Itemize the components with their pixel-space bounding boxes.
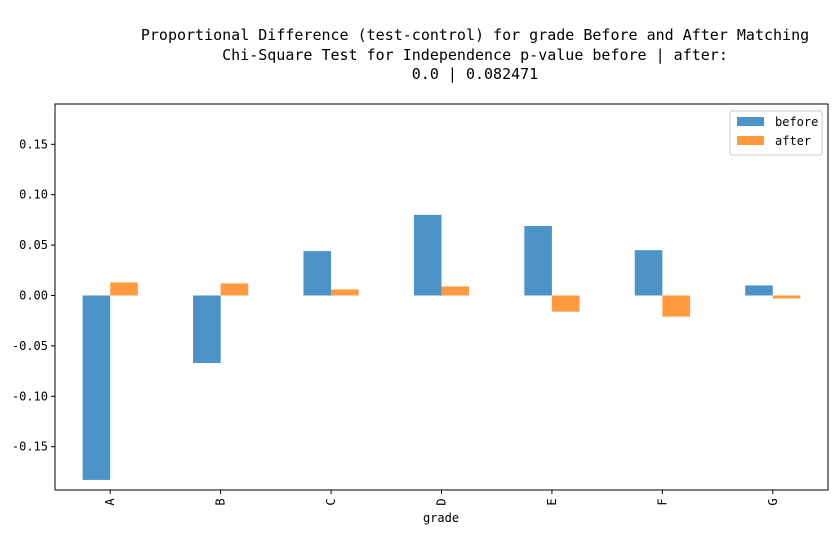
x-tick-label-B: B [214,498,228,505]
bar-before-E [524,225,552,296]
x-tick-label-G: G [766,498,780,505]
y-tick-label: -0.10 [12,389,48,403]
x-tick-label-C: C [324,498,338,505]
bar-after-C [331,289,359,296]
x-tick-label-D: D [435,498,449,505]
y-tick-label: 0.15 [19,137,48,151]
x-axis-label: grade [423,511,459,525]
bar-before-B [193,295,221,364]
x-tick-label-F: F [655,498,669,505]
legend-label-before: before [775,115,818,129]
bar-before-F [634,250,663,296]
bar-before-D [413,214,442,296]
y-tick-label: 0.10 [19,188,48,202]
bar-after-E [551,295,580,312]
bar-after-B [220,283,249,296]
chart-title: Proportional Difference (test-control) f… [141,26,809,83]
chart-title-line-1: Proportional Difference (test-control) f… [141,26,809,44]
legend-label-after: after [775,134,811,148]
bar-after-D [441,286,470,296]
bars [82,214,801,480]
bar-after-A [110,282,138,296]
bar-before-G [745,285,773,296]
legend: before after [729,110,823,156]
chart-title-line-3: 0.0 | 0.082471 [412,65,538,83]
y-tick-label: 0.05 [19,238,48,252]
x-axis: A B C D E F G [103,490,780,506]
legend-swatch-before [737,117,764,126]
y-tick-label: 0.00 [19,288,48,302]
bar-after-F [662,295,690,317]
legend-swatch-after [737,136,764,145]
chart-title-line-2: Chi-Square Test for Independence p-value… [222,46,728,64]
y-tick-label: -0.15 [12,440,48,454]
bar-before-C [303,251,332,296]
bar-before-A [82,295,111,480]
y-tick-label: -0.05 [12,339,48,353]
bar-after-G [772,295,801,299]
plot-area-frame [54,103,829,491]
y-axis: -0.15 -0.10 -0.05 0.00 0.05 0.10 0.15 [12,137,55,454]
x-tick-label-A: A [103,498,117,506]
x-tick-label-E: E [545,498,559,505]
